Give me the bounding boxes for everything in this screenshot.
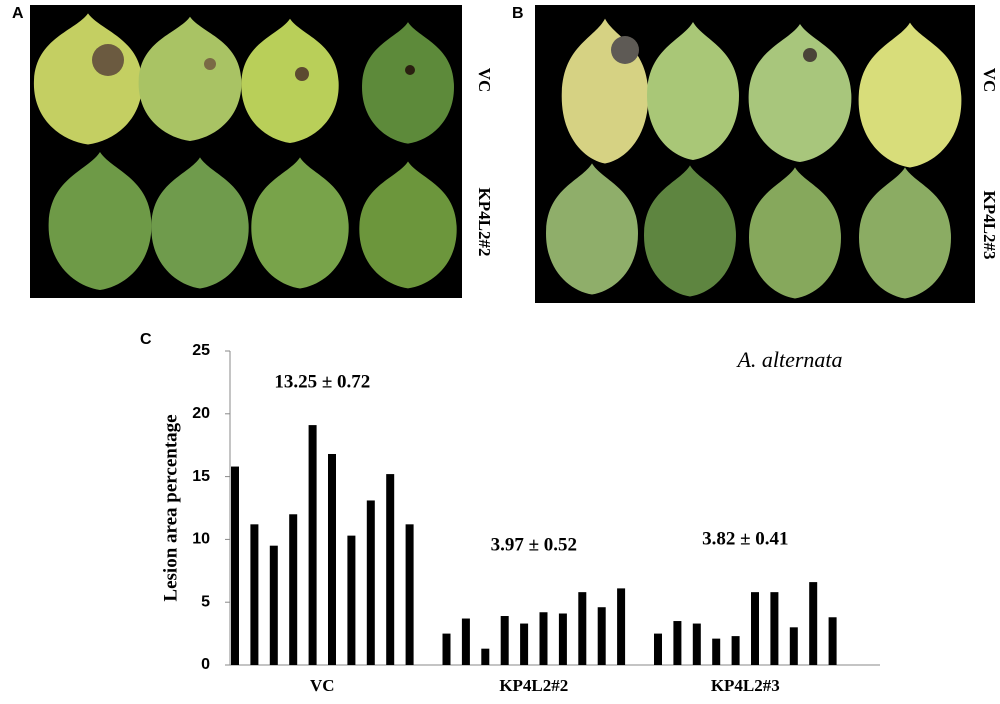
bar [809, 582, 818, 665]
bar [250, 524, 259, 665]
annotation: 13.25 ± 0.72 [274, 371, 370, 392]
bar [789, 627, 798, 665]
panel-letter: C [140, 331, 152, 348]
y-tick-label: 10 [192, 531, 210, 548]
bar [692, 623, 701, 665]
bar [597, 607, 606, 665]
bar [231, 466, 239, 665]
annotation: 3.97 ± 0.52 [491, 535, 577, 556]
x-tick-label: KP4L2#2 [499, 676, 568, 695]
leaves-b [546, 18, 962, 299]
y-axis-label: Lesion area percentage [160, 414, 181, 601]
bar [405, 524, 414, 665]
bar [386, 474, 395, 665]
panel-letter: B [512, 5, 524, 22]
y-tick-label: 5 [201, 593, 210, 610]
row-label: KP4L2#2 [475, 188, 494, 257]
row-label: KP4L2#3 [980, 191, 999, 260]
leaves-a [33, 13, 457, 290]
bar [558, 613, 567, 665]
bar [366, 500, 375, 665]
y-tick-label: 0 [201, 656, 210, 673]
row-label: VC [980, 68, 999, 93]
y-tick-label: 25 [192, 342, 210, 359]
chart-title: A. alternata [735, 347, 842, 372]
bar [347, 535, 356, 665]
bar [308, 425, 317, 665]
bar [751, 592, 759, 665]
bar [269, 545, 278, 665]
panel-letter: A [12, 5, 24, 22]
bar [461, 618, 470, 665]
bar [578, 592, 587, 665]
bar [770, 592, 779, 665]
bar [617, 588, 626, 665]
bar [712, 638, 721, 665]
x-tick-label: VC [310, 676, 335, 695]
bar [481, 648, 490, 665]
y-tick-label: 20 [192, 405, 210, 422]
bar [442, 633, 451, 665]
bar [673, 621, 682, 665]
bar [328, 453, 336, 665]
bar [520, 623, 529, 665]
bar [731, 636, 740, 665]
x-tick-label: KP4L2#3 [711, 676, 780, 695]
row-label: VC [475, 68, 494, 93]
bar [828, 617, 837, 665]
bar [654, 633, 662, 665]
y-tick-label: 15 [192, 468, 210, 485]
bar [289, 514, 298, 665]
bar [539, 612, 548, 665]
annotation: 3.82 ± 0.41 [702, 528, 788, 549]
bar [500, 616, 509, 665]
